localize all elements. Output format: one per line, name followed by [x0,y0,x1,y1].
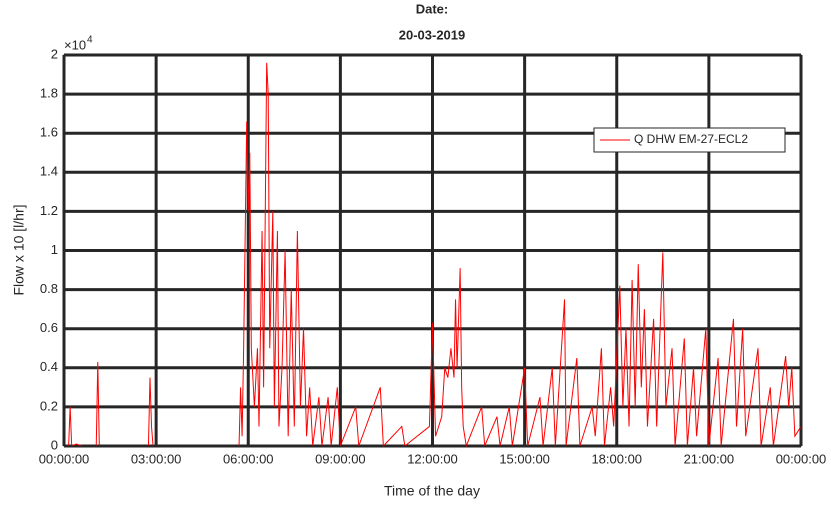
y-tick-label: 0.6 [40,320,58,335]
chart-title: 20-03-2019 [399,27,466,42]
x-axis-label: Time of the day [384,483,480,499]
y-tick-label: 0.4 [40,359,58,374]
y-tick-label: 0 [51,437,58,452]
chart-title: Date: [416,1,449,16]
y-tick-label: 1.6 [40,125,58,140]
x-tick-label: 09:00:00 [315,451,366,466]
axes-box [63,54,802,447]
y-tick-label: 1 [51,242,58,257]
y-axis-label: Flow x 10 [l/hr] [11,204,27,295]
x-tick-label: 00:00:00 [776,451,827,466]
y-tick-label: 1.4 [40,164,58,179]
x-tick-label: 03:00:00 [131,451,182,466]
x-tick-label: 18:00:00 [591,451,642,466]
y-tick-label: 2 [51,46,58,61]
y-exponent-base: ×10 [64,37,86,52]
y-tick-label: 0.2 [40,398,58,413]
data-line [64,62,802,448]
y-tick-label: 1.8 [40,86,58,101]
y-tick-label: 0.8 [40,281,58,296]
legend-label: Q DHW EM-27-ECL2 [634,132,748,146]
y-exponent-power: 4 [87,35,93,46]
x-tick-label: 06:00:00 [223,451,274,466]
x-tick-label: 12:00:00 [407,451,458,466]
x-tick-label: 21:00:00 [684,451,735,466]
y-tick-label: 1.2 [40,203,58,218]
x-tick-label: 00:00:00 [39,451,90,466]
x-tick-label: 15:00:00 [499,451,550,466]
